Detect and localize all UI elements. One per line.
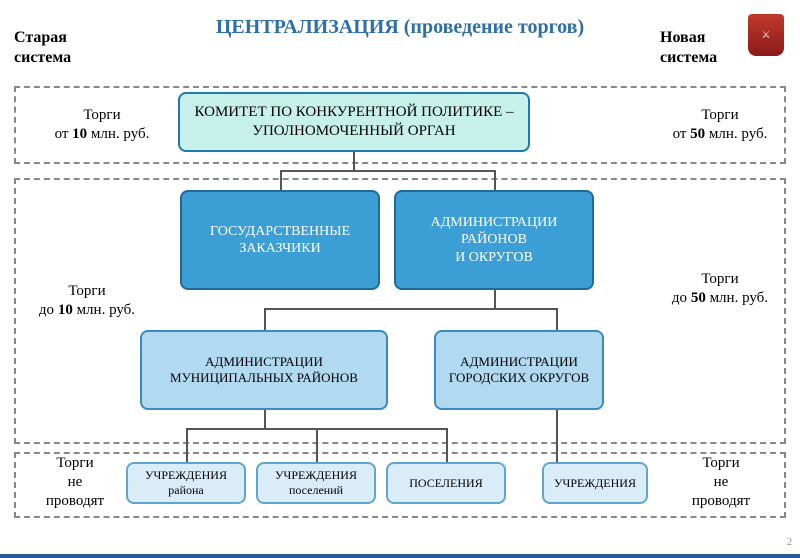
- connector-10: [186, 428, 188, 462]
- node-n8: УЧРЕЖДЕНИЯ: [542, 462, 648, 504]
- node-n2: АДМИНИСТРАЦИИ РАЙОНОВИ ОКРУГОВ: [394, 190, 594, 290]
- connector-6: [264, 308, 266, 330]
- side-label-2: Торгидо 10 млн. руб.: [22, 282, 152, 320]
- node-n5: УЧРЕЖДЕНИЯрайона: [126, 462, 246, 504]
- connector-5: [264, 308, 558, 310]
- connector-3: [494, 170, 496, 190]
- connector-11: [316, 428, 318, 462]
- side-label-0: Торгиот 10 млн. руб.: [42, 106, 162, 144]
- connector-0: [353, 152, 355, 170]
- node-n6: УЧРЕЖДЕНИЯпоселений: [256, 462, 376, 504]
- side-label-4: Торгинепроводят: [30, 454, 120, 510]
- page-number: 2: [787, 537, 792, 548]
- connector-1: [280, 170, 494, 172]
- old-system-label: Стараясистема: [14, 28, 71, 68]
- node-n0: КОМИТЕТ ПО КОНКУРЕНТНОЙ ПОЛИТИКЕ – УПОЛН…: [178, 92, 530, 152]
- node-n3: АДМИНИСТРАЦИИ МУНИЦИПАЛЬНЫХ РАЙОНОВ: [140, 330, 388, 410]
- connector-7: [556, 308, 558, 330]
- side-label-1: Торгиот 50 млн. руб.: [660, 106, 780, 144]
- new-system-label: Новаясистема: [660, 28, 717, 68]
- node-n1: ГОСУДАРСТВЕННЫЕ ЗАКАЗЧИКИ: [180, 190, 380, 290]
- side-label-3: Торгидо 50 млн. руб.: [660, 270, 780, 308]
- connector-2: [280, 170, 282, 190]
- emblem-icon: ⚔: [748, 14, 784, 56]
- connector-12: [446, 428, 448, 462]
- side-label-5: Торгинепроводят: [666, 454, 776, 510]
- connector-8: [264, 410, 266, 428]
- node-n4: АДМИНИСТРАЦИИ ГОРОДСКИХ ОКРУГОВ: [434, 330, 604, 410]
- node-n7: ПОСЕЛЕНИЯ: [386, 462, 506, 504]
- connector-13: [556, 410, 558, 462]
- connector-4: [494, 290, 496, 308]
